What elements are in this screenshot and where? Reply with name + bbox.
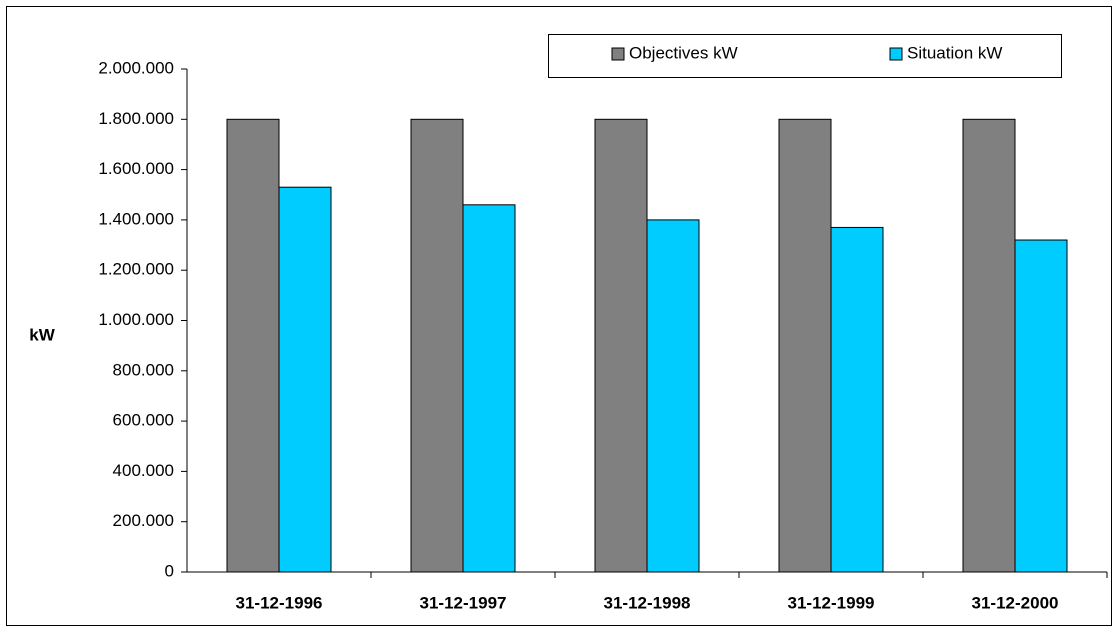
x-tick-label: 31-12-1997 [420, 593, 507, 612]
bar [646, 219, 700, 573]
legend-swatch [889, 47, 903, 61]
legend-box [548, 34, 1062, 78]
y-tick-label: 1.400.000 [98, 209, 174, 228]
chart-border [6, 6, 1112, 626]
bar [1014, 239, 1068, 573]
x-tick-label: 31-12-1996 [236, 593, 323, 612]
legend-swatch [611, 47, 625, 61]
y-tick-label: 1.600.000 [98, 159, 174, 178]
legend-label: Situation kW [907, 43, 1002, 62]
y-tick-label: 1.000.000 [98, 310, 174, 329]
bar [830, 226, 884, 573]
x-tick-label: 31-12-1999 [788, 593, 875, 612]
y-tick-label: 1.200.000 [98, 260, 174, 279]
bar [278, 186, 332, 573]
bar [778, 118, 832, 573]
y-tick-label: 0 [165, 561, 174, 580]
x-tick-label: 31-12-2000 [972, 593, 1059, 612]
y-axis-label: kW [29, 325, 55, 344]
bar [226, 118, 280, 573]
x-tick-label: 31-12-1998 [604, 593, 691, 612]
legend-label: Objectives kW [629, 43, 738, 62]
y-tick-label: 800.000 [113, 360, 174, 379]
y-tick-label: 200.000 [113, 511, 174, 530]
bar [594, 118, 648, 573]
y-tick-label: 400.000 [113, 461, 174, 480]
bar [462, 204, 516, 573]
y-tick-label: 2.000.000 [98, 58, 174, 77]
y-tick-label: 1.800.000 [98, 109, 174, 128]
bar [410, 118, 464, 573]
y-tick-label: 600.000 [113, 411, 174, 430]
bar [962, 118, 1016, 573]
